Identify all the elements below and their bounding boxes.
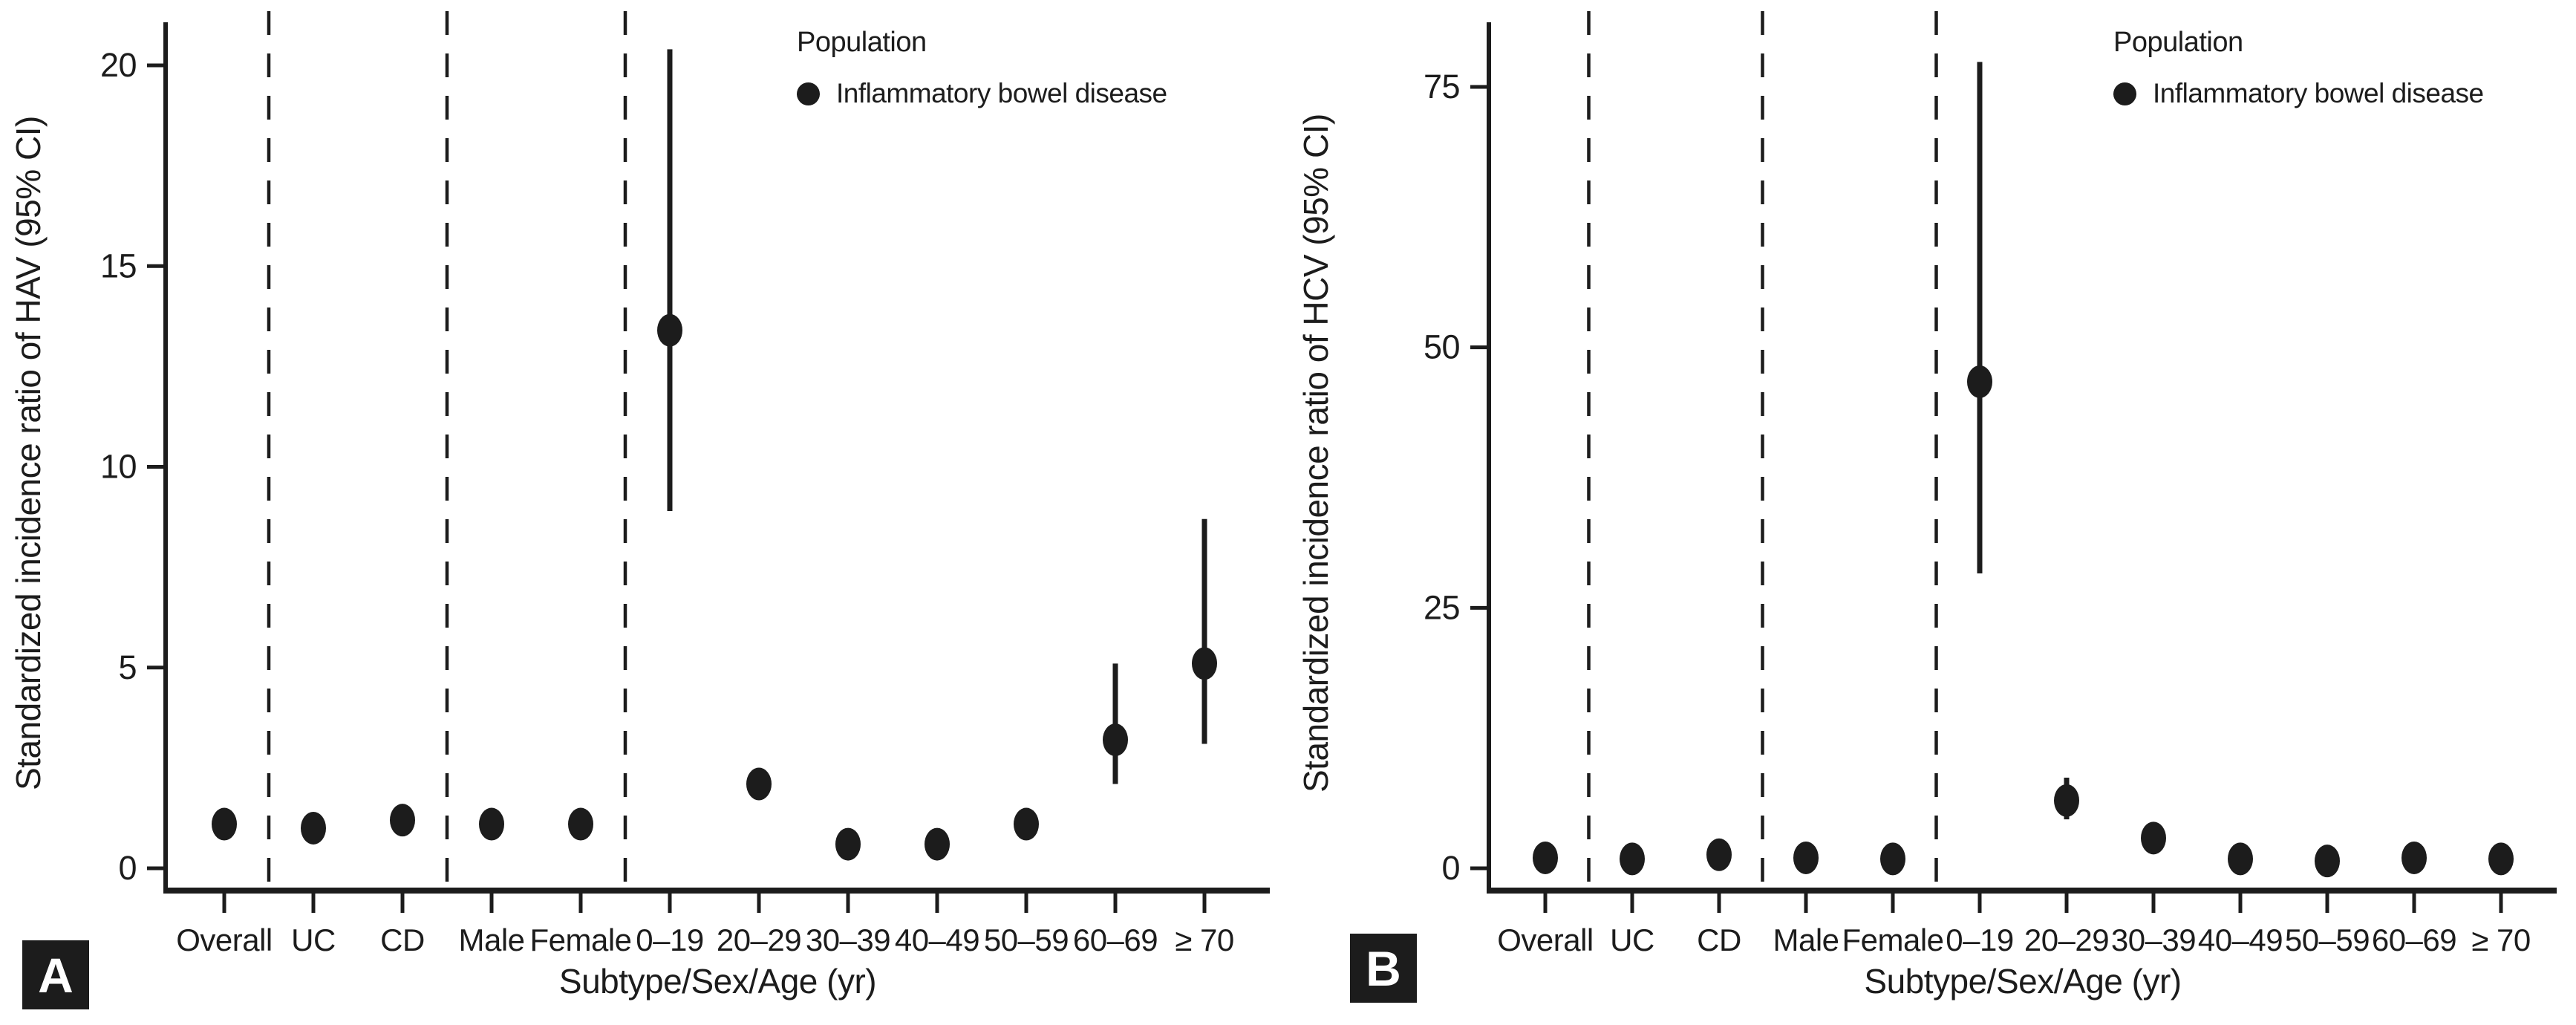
x-tick-label: 50–59	[984, 922, 1069, 957]
data-point-dot	[2315, 845, 2340, 878]
x-tick-label: CD	[380, 922, 425, 957]
data-point-dot	[1014, 807, 1039, 841]
y-tick-label: 15	[100, 247, 137, 284]
data-point-dot	[1533, 841, 1558, 874]
y-tick-label: 20	[100, 46, 137, 84]
data-point-dot	[2488, 842, 2514, 876]
legend: Population Inflammatory bowel disease	[2113, 27, 2484, 109]
x-tick-label: 40–49	[2198, 922, 2283, 957]
y-tick-label: 75	[1424, 68, 1460, 105]
data-point-dot	[657, 313, 682, 347]
x-tick-label: 20–29	[2024, 922, 2109, 957]
data-point-dot	[1103, 723, 1128, 757]
panel-b: Standardized incidence ratio of HCV (95%…	[1288, 0, 2576, 1025]
x-tick-label: 40–49	[895, 922, 979, 957]
x-tick-label: CD	[1697, 922, 1741, 957]
x-tick-label: Female	[529, 922, 631, 957]
x-axis-title: Subtype/Sex/Age (yr)	[1864, 962, 2182, 1000]
legend: Population Inflammatory bowel disease	[797, 27, 1167, 109]
x-tick-label: Overall	[176, 922, 273, 957]
x-tick-label: 30–39	[806, 922, 890, 957]
data-point-dot	[1793, 841, 1819, 874]
data-point-dot	[2228, 842, 2253, 876]
data-point-dot	[2141, 821, 2166, 855]
y-tick-label: 10	[100, 448, 137, 486]
legend-item: Inflammatory bowel disease	[2113, 78, 2484, 109]
legend-item: Inflammatory bowel disease	[797, 78, 1167, 109]
panel-letter-badge: B	[1350, 934, 1417, 1003]
x-tick-label: 60–69	[2372, 922, 2456, 957]
x-tick-label: 20–29	[717, 922, 801, 957]
data-point-dot	[1192, 647, 1217, 680]
data-point-dot	[1620, 842, 1645, 876]
data-point-dot	[212, 807, 237, 841]
data-point-dot	[479, 807, 504, 841]
data-point-dot	[1880, 842, 1905, 876]
x-tick-label: Female	[1842, 922, 1943, 957]
y-tick-label: 0	[118, 849, 137, 887]
data-point-dot	[1706, 838, 1732, 871]
data-point-dot	[925, 827, 950, 861]
x-tick-label: 30–39	[2111, 922, 2196, 957]
legend-title: Population	[797, 27, 927, 58]
y-tick-label: 50	[1424, 328, 1460, 366]
y-tick-label: 0	[1441, 849, 1460, 887]
data-point-dot	[746, 767, 772, 801]
legend-title: Population	[2113, 27, 2243, 58]
x-tick-label: 0–19	[636, 922, 703, 957]
x-tick-label: 0–19	[1946, 922, 2013, 957]
legend-series-label: Inflammatory bowel disease	[2153, 78, 2484, 108]
panel-a: Standardized incidence ratio of HAV (95%…	[9, 11, 1270, 1009]
data-point-dot	[2054, 784, 2079, 817]
x-axis-title: Subtype/Sex/Age (yr)	[558, 962, 877, 1000]
legend-marker-dot-icon	[797, 82, 820, 105]
plot-area: 0 25 50 75 Overall UC CD Male Female 0–19 20–29 30–…	[1424, 11, 2557, 957]
x-tick-label: ≥ 70	[2471, 922, 2530, 957]
data-point-dot	[568, 807, 593, 841]
x-tick-label: Overall	[1497, 922, 1594, 957]
data-point-dot	[835, 827, 861, 861]
data-point-dot	[1967, 365, 1992, 398]
y-tick-label: 5	[118, 648, 137, 686]
data-point-dot	[2401, 841, 2427, 874]
legend-series-label: Inflammatory bowel disease	[836, 78, 1167, 108]
x-tick-label: 50–59	[2285, 922, 2370, 957]
x-tick-label: Male	[458, 922, 524, 957]
plot-area: 0 5 10 15 20 Overall UC CD Male Female 0–19 20–29 30…	[100, 11, 1270, 957]
x-tick-label: ≥ 70	[1175, 922, 1233, 957]
legend-marker-dot-icon	[2113, 82, 2136, 105]
y-tick-label: 25	[1424, 588, 1460, 626]
x-tick-label: UC	[1610, 922, 1654, 957]
data-point-dot	[390, 804, 415, 837]
data-point-dot	[301, 811, 326, 845]
x-tick-label: 60–69	[1073, 922, 1158, 957]
panel-letter-badge: A	[22, 940, 89, 1009]
x-tick-label: Male	[1773, 922, 1839, 957]
x-tick-label: UC	[291, 922, 336, 957]
